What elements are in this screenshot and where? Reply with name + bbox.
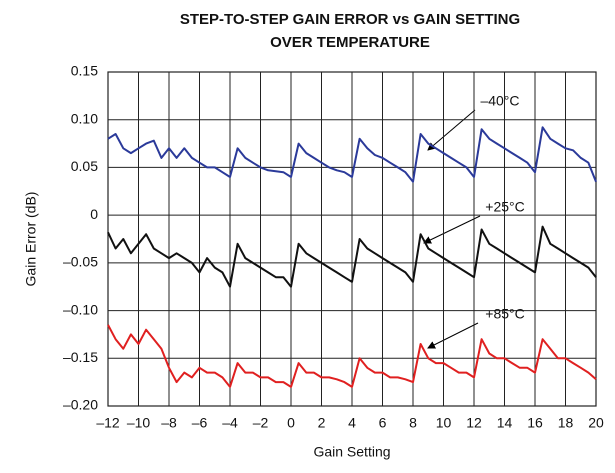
annotation-arrow	[423, 215, 481, 244]
x-tick-label: 6	[379, 415, 387, 431]
x-tick-label: 8	[409, 415, 417, 431]
y-tick-label: 0	[90, 206, 98, 222]
series-label: +85°C	[485, 306, 524, 322]
series-line	[107, 324, 597, 388]
x-tick-label: –4	[222, 415, 238, 431]
x-tick-label: –8	[161, 415, 177, 431]
y-tick-label: 0.05	[71, 158, 98, 174]
y-tick-label: –0.10	[63, 301, 98, 317]
y-tick-label: 0.15	[71, 63, 98, 79]
x-tick-label: 12	[466, 415, 482, 431]
series-line	[107, 126, 597, 183]
series-label: –40°C	[480, 93, 519, 109]
annotation-arrow	[427, 109, 476, 151]
x-tick-label: 2	[318, 415, 326, 431]
x-axis-label: Gain Setting	[313, 444, 390, 460]
y-tick-label: –0.20	[63, 397, 98, 413]
x-tick-label: 14	[497, 415, 513, 431]
x-tick-label: –12	[96, 415, 120, 431]
x-tick-label: 20	[588, 415, 604, 431]
y-tick-label: –0.15	[63, 349, 98, 365]
x-tick-label: 16	[527, 415, 543, 431]
series-label: +25°C	[485, 199, 524, 215]
x-tick-label: 0	[287, 415, 295, 431]
x-tick-label: –2	[253, 415, 269, 431]
annotation-arrow	[427, 322, 479, 349]
x-tick-label: 10	[436, 415, 452, 431]
y-tick-label: 0.10	[71, 110, 98, 126]
series-line	[107, 225, 597, 288]
x-tick-label: 18	[558, 415, 574, 431]
x-tick-label: –10	[127, 415, 151, 431]
chart-title: STEP-TO-STEP GAIN ERROR vs GAIN SETTING	[180, 11, 520, 28]
x-tick-label: 4	[348, 415, 356, 431]
chart-title: OVER TEMPERATURE	[270, 34, 430, 51]
y-axis-label: Gain Error (dB)	[23, 192, 39, 287]
x-tick-label: –6	[192, 415, 208, 431]
y-tick-label: –0.05	[63, 254, 98, 270]
